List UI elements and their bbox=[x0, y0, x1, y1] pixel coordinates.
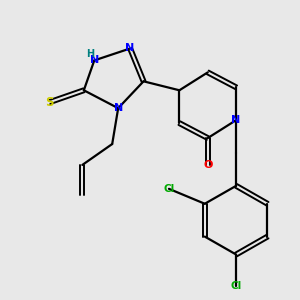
Text: N: N bbox=[232, 115, 241, 125]
Text: N: N bbox=[125, 44, 135, 53]
Text: N: N bbox=[90, 56, 99, 65]
Text: N: N bbox=[113, 103, 123, 113]
Text: O: O bbox=[203, 160, 212, 170]
Text: S: S bbox=[45, 96, 54, 109]
Text: Cl: Cl bbox=[230, 281, 242, 291]
Text: H: H bbox=[86, 49, 94, 59]
Text: Cl: Cl bbox=[163, 184, 175, 194]
